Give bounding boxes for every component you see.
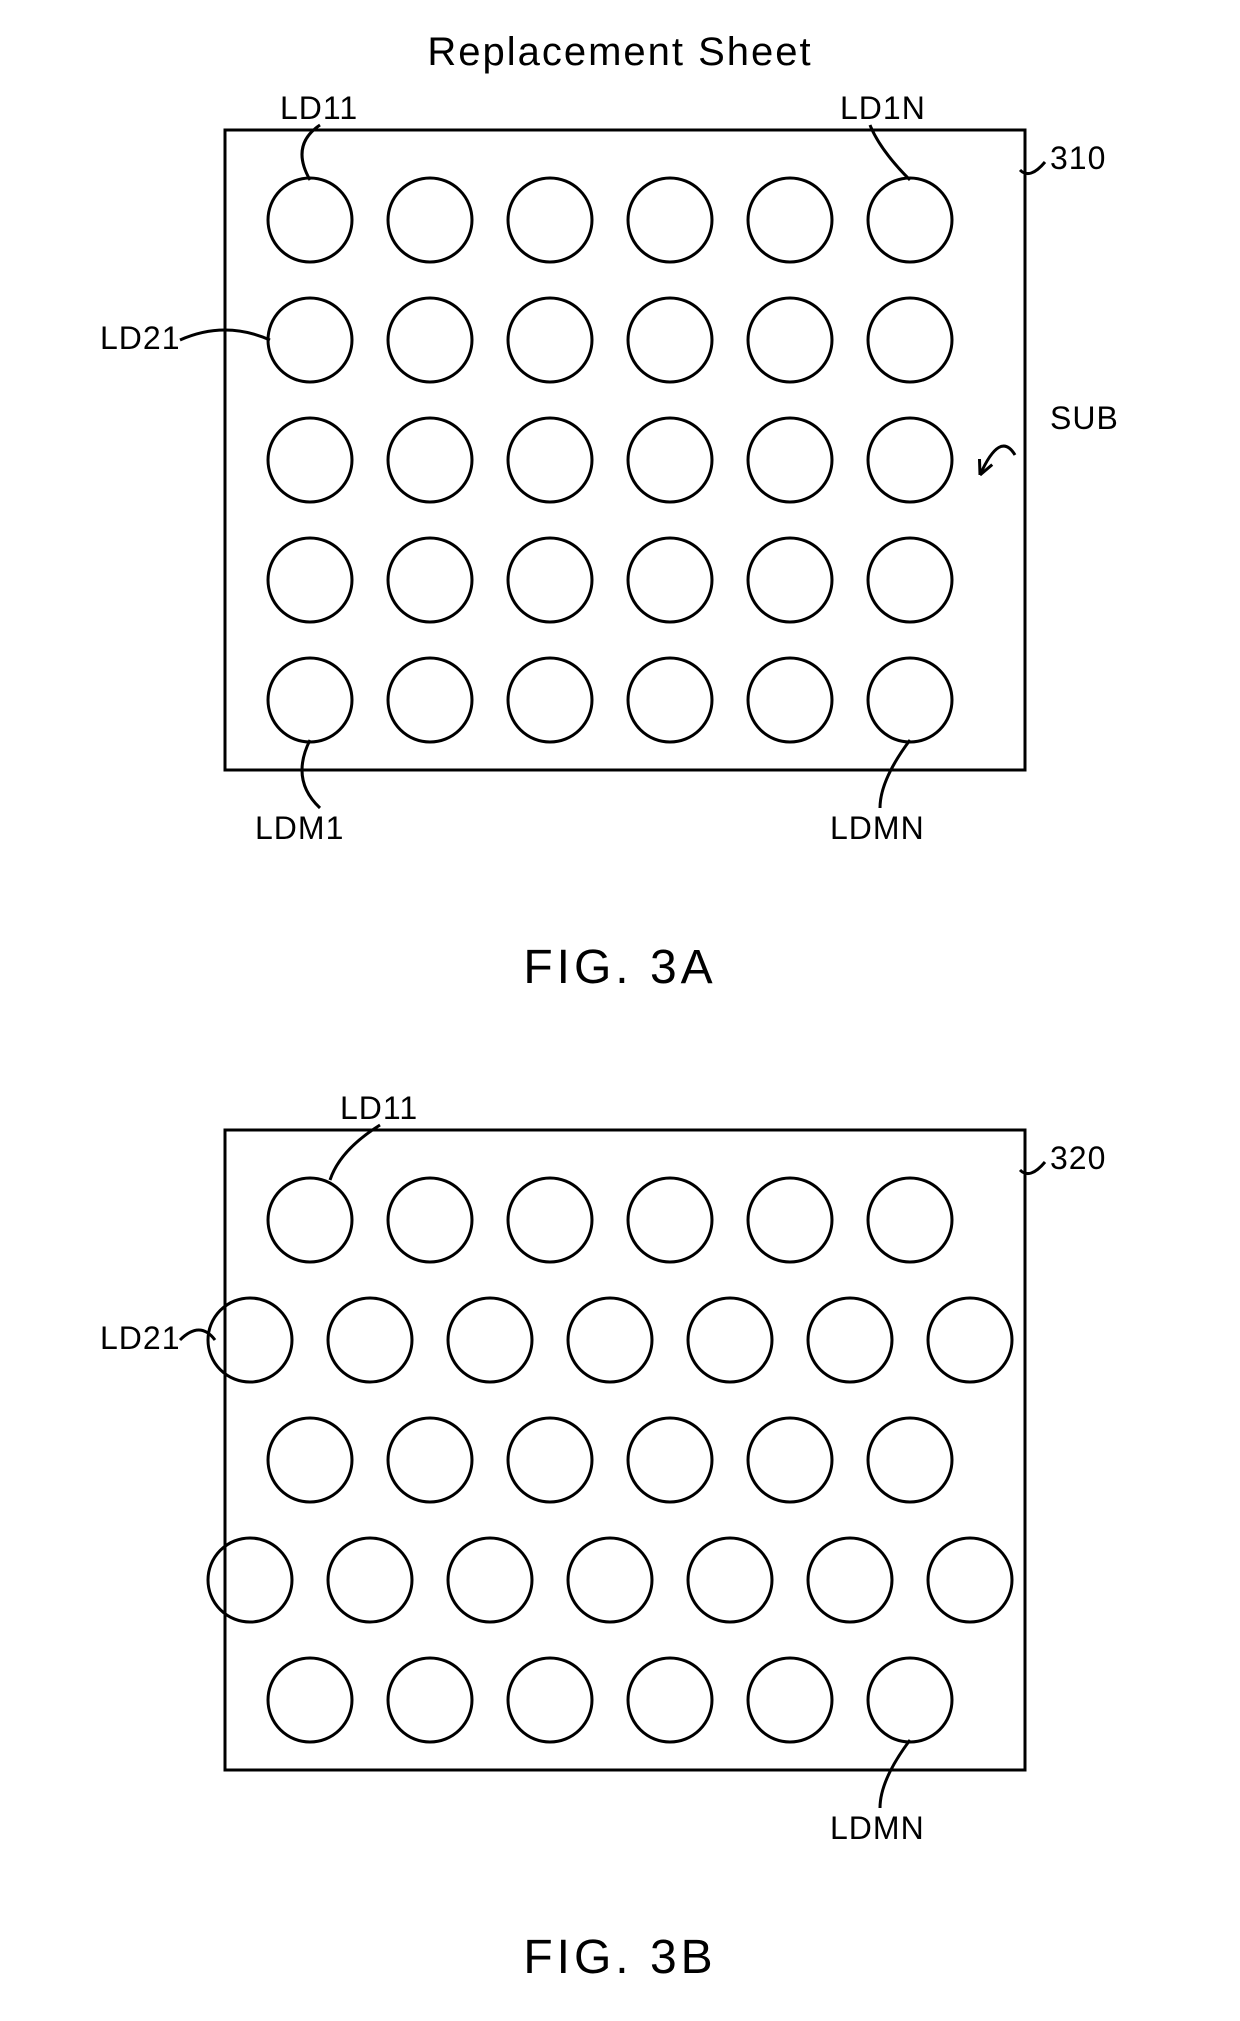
led-circle — [568, 1538, 652, 1622]
led-circle — [628, 178, 712, 262]
led-circle — [628, 1178, 712, 1262]
led-circle — [748, 298, 832, 382]
led-circle — [628, 1658, 712, 1742]
led-circle — [268, 658, 352, 742]
led-circle — [508, 298, 592, 382]
led-circle — [808, 1298, 892, 1382]
reference-label: LDMN — [830, 810, 925, 847]
led-circle — [328, 1298, 412, 1382]
led-circle — [868, 538, 952, 622]
reference-label: LDM1 — [255, 810, 344, 847]
led-circle — [268, 1178, 352, 1262]
led-circle — [748, 1418, 832, 1502]
led-circle — [388, 538, 472, 622]
led-circle — [628, 658, 712, 742]
led-circle — [508, 538, 592, 622]
figure-3a-caption: FIG. 3A — [0, 940, 1240, 995]
led-circle — [388, 1658, 472, 1742]
reference-label: LDMN — [830, 1810, 925, 1847]
led-circle — [868, 418, 952, 502]
figure-3b-svg — [0, 1000, 1240, 1921]
led-circle — [268, 418, 352, 502]
reference-label: SUB — [1050, 400, 1119, 437]
led-circle — [868, 1658, 952, 1742]
led-circle — [748, 178, 832, 262]
led-circle — [508, 658, 592, 742]
led-circle — [688, 1538, 772, 1622]
led-circle — [628, 298, 712, 382]
led-circle — [388, 178, 472, 262]
reference-label: 320 — [1050, 1140, 1106, 1177]
led-circle — [508, 1418, 592, 1502]
led-circle — [868, 1418, 952, 1502]
led-circle — [748, 1178, 832, 1262]
reference-label: LD11 — [280, 90, 358, 127]
led-circle — [388, 1418, 472, 1502]
led-circle — [268, 298, 352, 382]
led-circle — [928, 1298, 1012, 1382]
led-circle — [268, 178, 352, 262]
led-circle — [508, 1658, 592, 1742]
led-circle — [448, 1298, 532, 1382]
led-circle — [268, 1418, 352, 1502]
led-circle — [688, 1298, 772, 1382]
led-circle — [868, 658, 952, 742]
reference-label: 310 — [1050, 140, 1106, 177]
led-circle — [868, 178, 952, 262]
led-circle — [748, 1658, 832, 1742]
led-circle — [748, 538, 832, 622]
reference-label: LD1N — [840, 90, 926, 127]
led-circle — [448, 1538, 532, 1622]
reference-label: LD11 — [340, 1090, 418, 1127]
led-circle — [268, 1658, 352, 1742]
figure-3b-caption: FIG. 3B — [0, 1930, 1240, 1985]
led-circle — [208, 1298, 292, 1382]
led-circle — [388, 1178, 472, 1262]
led-circle — [208, 1538, 292, 1622]
led-circle — [328, 1538, 412, 1622]
led-circle — [748, 418, 832, 502]
reference-label: LD21 — [100, 1320, 181, 1357]
led-circle — [628, 1418, 712, 1502]
led-circle — [628, 538, 712, 622]
led-circle — [388, 658, 472, 742]
led-circle — [388, 418, 472, 502]
led-circle — [748, 658, 832, 742]
led-circle — [508, 1178, 592, 1262]
page-root: Replacement Sheet FIG. 3A FIG. 3B LD11LD… — [0, 0, 1240, 2021]
led-circle — [268, 538, 352, 622]
led-circle — [868, 1178, 952, 1262]
led-circle — [868, 298, 952, 382]
led-circle — [508, 178, 592, 262]
led-circle — [628, 418, 712, 502]
led-circle — [928, 1538, 1012, 1622]
led-circle — [508, 418, 592, 502]
led-circle — [388, 298, 472, 382]
led-circle — [568, 1298, 652, 1382]
led-circle — [808, 1538, 892, 1622]
reference-label: LD21 — [100, 320, 181, 357]
